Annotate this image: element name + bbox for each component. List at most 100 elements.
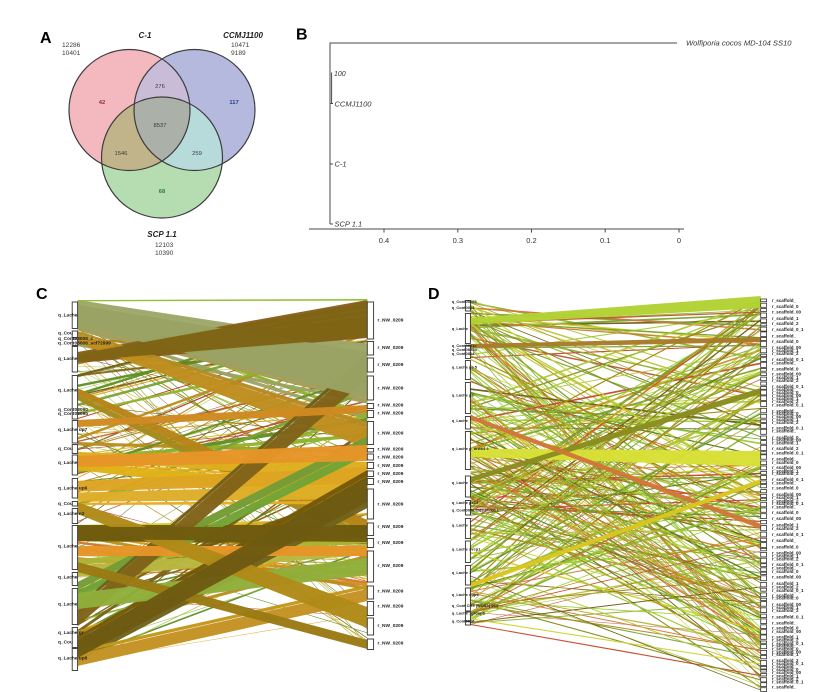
svg-text:r_scaffold_: r_scaffold_ [772,664,797,669]
svg-text:276: 276 [155,84,165,90]
svg-text:q_Cou: q_Cou [58,331,73,337]
svg-text:r_scaffold_0_1: r_scaffold_0_1 [772,562,804,567]
svg-text:r_scaffold_0_1: r_scaffold_0_1 [772,426,804,431]
svg-text:r_scaffold_00: r_scaffold_00 [772,465,802,470]
svg-text:r_scaffold_0: r_scaffold_0 [772,544,799,549]
svg-text:r_NW_0209: r_NW_0209 [378,345,404,351]
svg-text:r_scaffold_00: r_scaffold_00 [772,629,802,634]
svg-text:r_NW_0209: r_NW_0209 [378,563,404,569]
svg-text:r_scaffold_0_1: r_scaffold_0_1 [772,501,804,506]
svg-text:r_scaffold_0_1: r_scaffold_0_1 [772,679,804,684]
svg-text:42: 42 [99,100,105,106]
svg-text:C-1: C-1 [139,31,152,40]
svg-text:q_Cou: q_Cou [58,640,73,646]
svg-text:r_scaffold_: r_scaffold_ [772,644,797,649]
svg-text:q_Cont005a CR9-1WOS1: q_Cont005a CR9-1WOS1 [452,508,500,513]
svg-text:q_Lache ps: q_Lache ps [452,393,475,398]
svg-text:r_scaffold_0: r_scaffold_0 [772,366,799,371]
svg-text:r_scaffold_1: r_scaffold_1 [772,581,799,586]
svg-text:r_scaffold_00: r_scaffold_00 [772,575,802,580]
svg-text:q_Cont0064: q_Cont0064 [452,305,475,310]
svg-text:q_Cont0809b: q_Cont0809b [58,411,88,417]
svg-text:r_scaffold_: r_scaffold_ [772,538,797,543]
svg-text:r_scaffold_0: r_scaffold_0 [772,510,799,515]
svg-text:q_Cont0801c: q_Cont0801c [452,343,478,348]
svg-text:q_Cont08006_c: q_Cont08006_c [58,336,94,342]
svg-text:10471: 10471 [231,42,250,49]
svg-text:q_Lache up7: q_Lache up7 [58,427,88,433]
svg-text:r_scaffold_: r_scaffold_ [772,408,797,413]
svg-text:r_scaffold_00: r_scaffold_00 [772,371,802,376]
svg-text:r_scaffold_2: r_scaffold_2 [772,638,799,643]
svg-text:q_Lache: q_Lache [452,418,469,423]
svg-text:r_scaffold_0: r_scaffold_0 [772,647,799,652]
svg-text:r_scaffold_2: r_scaffold_2 [772,557,799,562]
svg-text:8537: 8537 [154,123,167,129]
svg-text:10390: 10390 [155,250,174,257]
svg-text:q_Lache oup9: q_Lache oup9 [452,592,480,597]
svg-text:r_scaffold_1: r_scaffold_1 [772,441,799,446]
svg-text:r_scaffold_: r_scaffold_ [772,685,797,690]
svg-text:B: B [296,27,308,44]
svg-text:CCMJ1100: CCMJ1100 [223,31,263,40]
svg-text:q_Lache n2: q_Lache n2 [58,511,85,517]
svg-text:q_Lache: q_Lache [452,480,469,485]
svg-text:10401: 10401 [62,50,81,57]
svg-text:r_scaffold_2: r_scaffold_2 [772,378,799,383]
svg-text:D: D [428,286,440,303]
svg-text:r_scaffold_2: r_scaffold_2 [772,420,799,425]
svg-text:r_scaffold_1: r_scaffold_1 [772,652,799,657]
svg-text:r_scaffold_2: r_scaffold_2 [772,526,799,531]
svg-text:r_scaffold_0: r_scaffold_0 [772,486,799,491]
svg-text:r_scaffold_1: r_scaffold_1 [772,673,799,678]
svg-text:q_Lache ps 5: q_Lache ps 5 [452,365,478,370]
svg-text:q_Lache 1: q_Lache 1 [452,570,472,575]
svg-text:r_scaffold_: r_scaffold_ [772,505,797,510]
svg-text:r_scaffold_1: r_scaffold_1 [772,316,799,321]
svg-text:q_Lache: q_Lache [58,356,78,362]
svg-text:q_Lache: q_Lache [452,326,469,331]
svg-text:259: 259 [192,151,202,157]
svg-text:r_scaffold_00: r_scaffold_00 [772,516,802,521]
svg-text:q_Lache: q_Lache [58,602,78,608]
svg-text:r_NW_0209: r_NW_0209 [378,362,404,368]
svg-text:r_scaffold_: r_scaffold_ [772,456,797,461]
svg-text:0.2: 0.2 [526,236,536,245]
svg-text:q_Cou: q_Cou [58,501,73,507]
svg-text:r_NW_0209: r_NW_0209 [378,447,404,453]
svg-text:r_scaffold_0: r_scaffold_0 [772,460,799,465]
svg-text:r_scaffold_1: r_scaffold_1 [772,522,799,527]
svg-text:q_Cont08006_scf72999: q_Cont08006_scf72999 [58,341,111,347]
svg-text:r_scaffold_1: r_scaffold_1 [772,495,799,500]
svg-text:r_scaffold_0_1: r_scaffold_0_1 [772,532,804,537]
svg-text:r_scaffold_0_1: r_scaffold_0_1 [772,451,804,456]
svg-text:r_scaffold_0: r_scaffold_0 [772,435,799,440]
svg-text:q_Lache gr: q_Lache gr [58,630,84,636]
svg-text:q_Cou: q_Cou [58,446,73,452]
svg-text:q_Cont0801b: q_Cont0801b [452,347,478,352]
svg-text:0.4: 0.4 [379,236,389,245]
svg-text:SCP 1.1: SCP 1.1 [147,230,177,239]
svg-text:q_Lache ps14: q_Lache ps14 [452,500,479,505]
svg-text:9189: 9189 [231,50,246,57]
svg-text:C-1: C-1 [335,160,347,169]
svg-text:0.3: 0.3 [453,236,463,245]
svg-text:r_scaffold_1: r_scaffold_1 [772,635,799,640]
svg-text:r_scaffold_00: r_scaffold_00 [772,438,802,443]
svg-text:0: 0 [677,236,681,245]
svg-text:q_Cont00005: q_Cont00005 [452,299,478,304]
svg-text:r_scaffold_0_1: r_scaffold_0_1 [772,661,804,666]
svg-text:68: 68 [159,189,166,195]
svg-text:q_Lache up8: q_Lache up8 [58,656,88,662]
svg-text:r_scaffold_00: r_scaffold_00 [772,602,802,607]
svg-text:r_scaffold_1: r_scaffold_1 [772,375,799,380]
svg-text:117: 117 [229,100,238,106]
svg-text:r_scaffold_2: r_scaffold_2 [772,658,799,663]
svg-text:q_Lache: q_Lache [58,460,78,466]
svg-text:r_scaffold_: r_scaffold_ [772,621,797,626]
svg-text:q_Lache: q_Lache [58,575,78,581]
svg-text:q_Cont0804: q_Cont0804 [452,351,475,356]
svg-text:r_scaffold_2: r_scaffold_2 [772,584,799,589]
svg-text:r_scaffold_2: r_scaffold_2 [772,446,799,451]
svg-text:r_scaffold_1: r_scaffold_1 [772,348,799,353]
